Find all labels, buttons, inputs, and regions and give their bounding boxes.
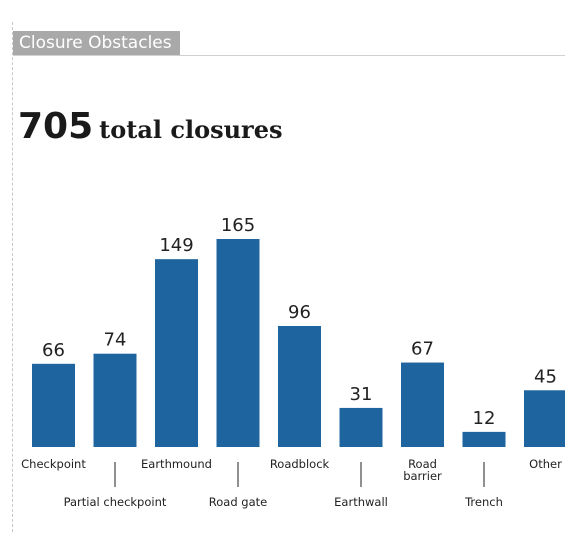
value-label-partial-checkpoint: 74: [104, 330, 127, 351]
bar-checkpoint: [32, 363, 75, 447]
category-label-road-gate: Road gate: [209, 495, 267, 509]
category-label-earthmound: Earthmound: [141, 457, 212, 471]
panel-header: Closure Obstacles: [13, 31, 565, 56]
bar-earthmound: [155, 259, 198, 447]
panel-border: [12, 22, 13, 532]
bar-earthwall: [339, 407, 383, 447]
value-label-roadblock: 96: [288, 302, 311, 323]
bar-other: [524, 390, 565, 447]
category-label-road-barrier-line-1: Road: [408, 457, 437, 471]
value-label-road-gate: 165: [221, 215, 255, 236]
value-label-road-barrier: 67: [411, 339, 434, 360]
category-label-partial-checkpoint: Partial checkpoint: [64, 495, 167, 509]
value-label-other: 45: [534, 366, 557, 387]
value-label-checkpoint: 66: [42, 340, 65, 361]
category-label-other: Other: [529, 457, 562, 471]
bar-partial-checkpoint: [93, 353, 137, 447]
bar-road-barrier: [401, 362, 444, 447]
category-label-earthwall: Earthwall: [334, 495, 388, 509]
bar-road-gate: [216, 239, 260, 447]
category-label-road-barrier-line-2: barrier: [403, 469, 442, 483]
category-label-trench: Trench: [464, 495, 503, 509]
total-closures-label: total closures: [99, 115, 283, 144]
total-summary: 705 total closures: [18, 106, 282, 147]
bar-trench: [462, 431, 506, 447]
bar-roadblock: [278, 325, 321, 447]
value-label-earthmound: 149: [159, 235, 193, 256]
value-label-trench: 12: [473, 408, 496, 429]
category-label-roadblock: Roadblock: [270, 457, 330, 471]
total-closures-value: 705: [18, 106, 94, 147]
panel-title: Closure Obstacles: [13, 31, 180, 55]
category-label-checkpoint: Checkpoint: [21, 457, 86, 471]
value-label-earthwall: 31: [350, 384, 373, 405]
